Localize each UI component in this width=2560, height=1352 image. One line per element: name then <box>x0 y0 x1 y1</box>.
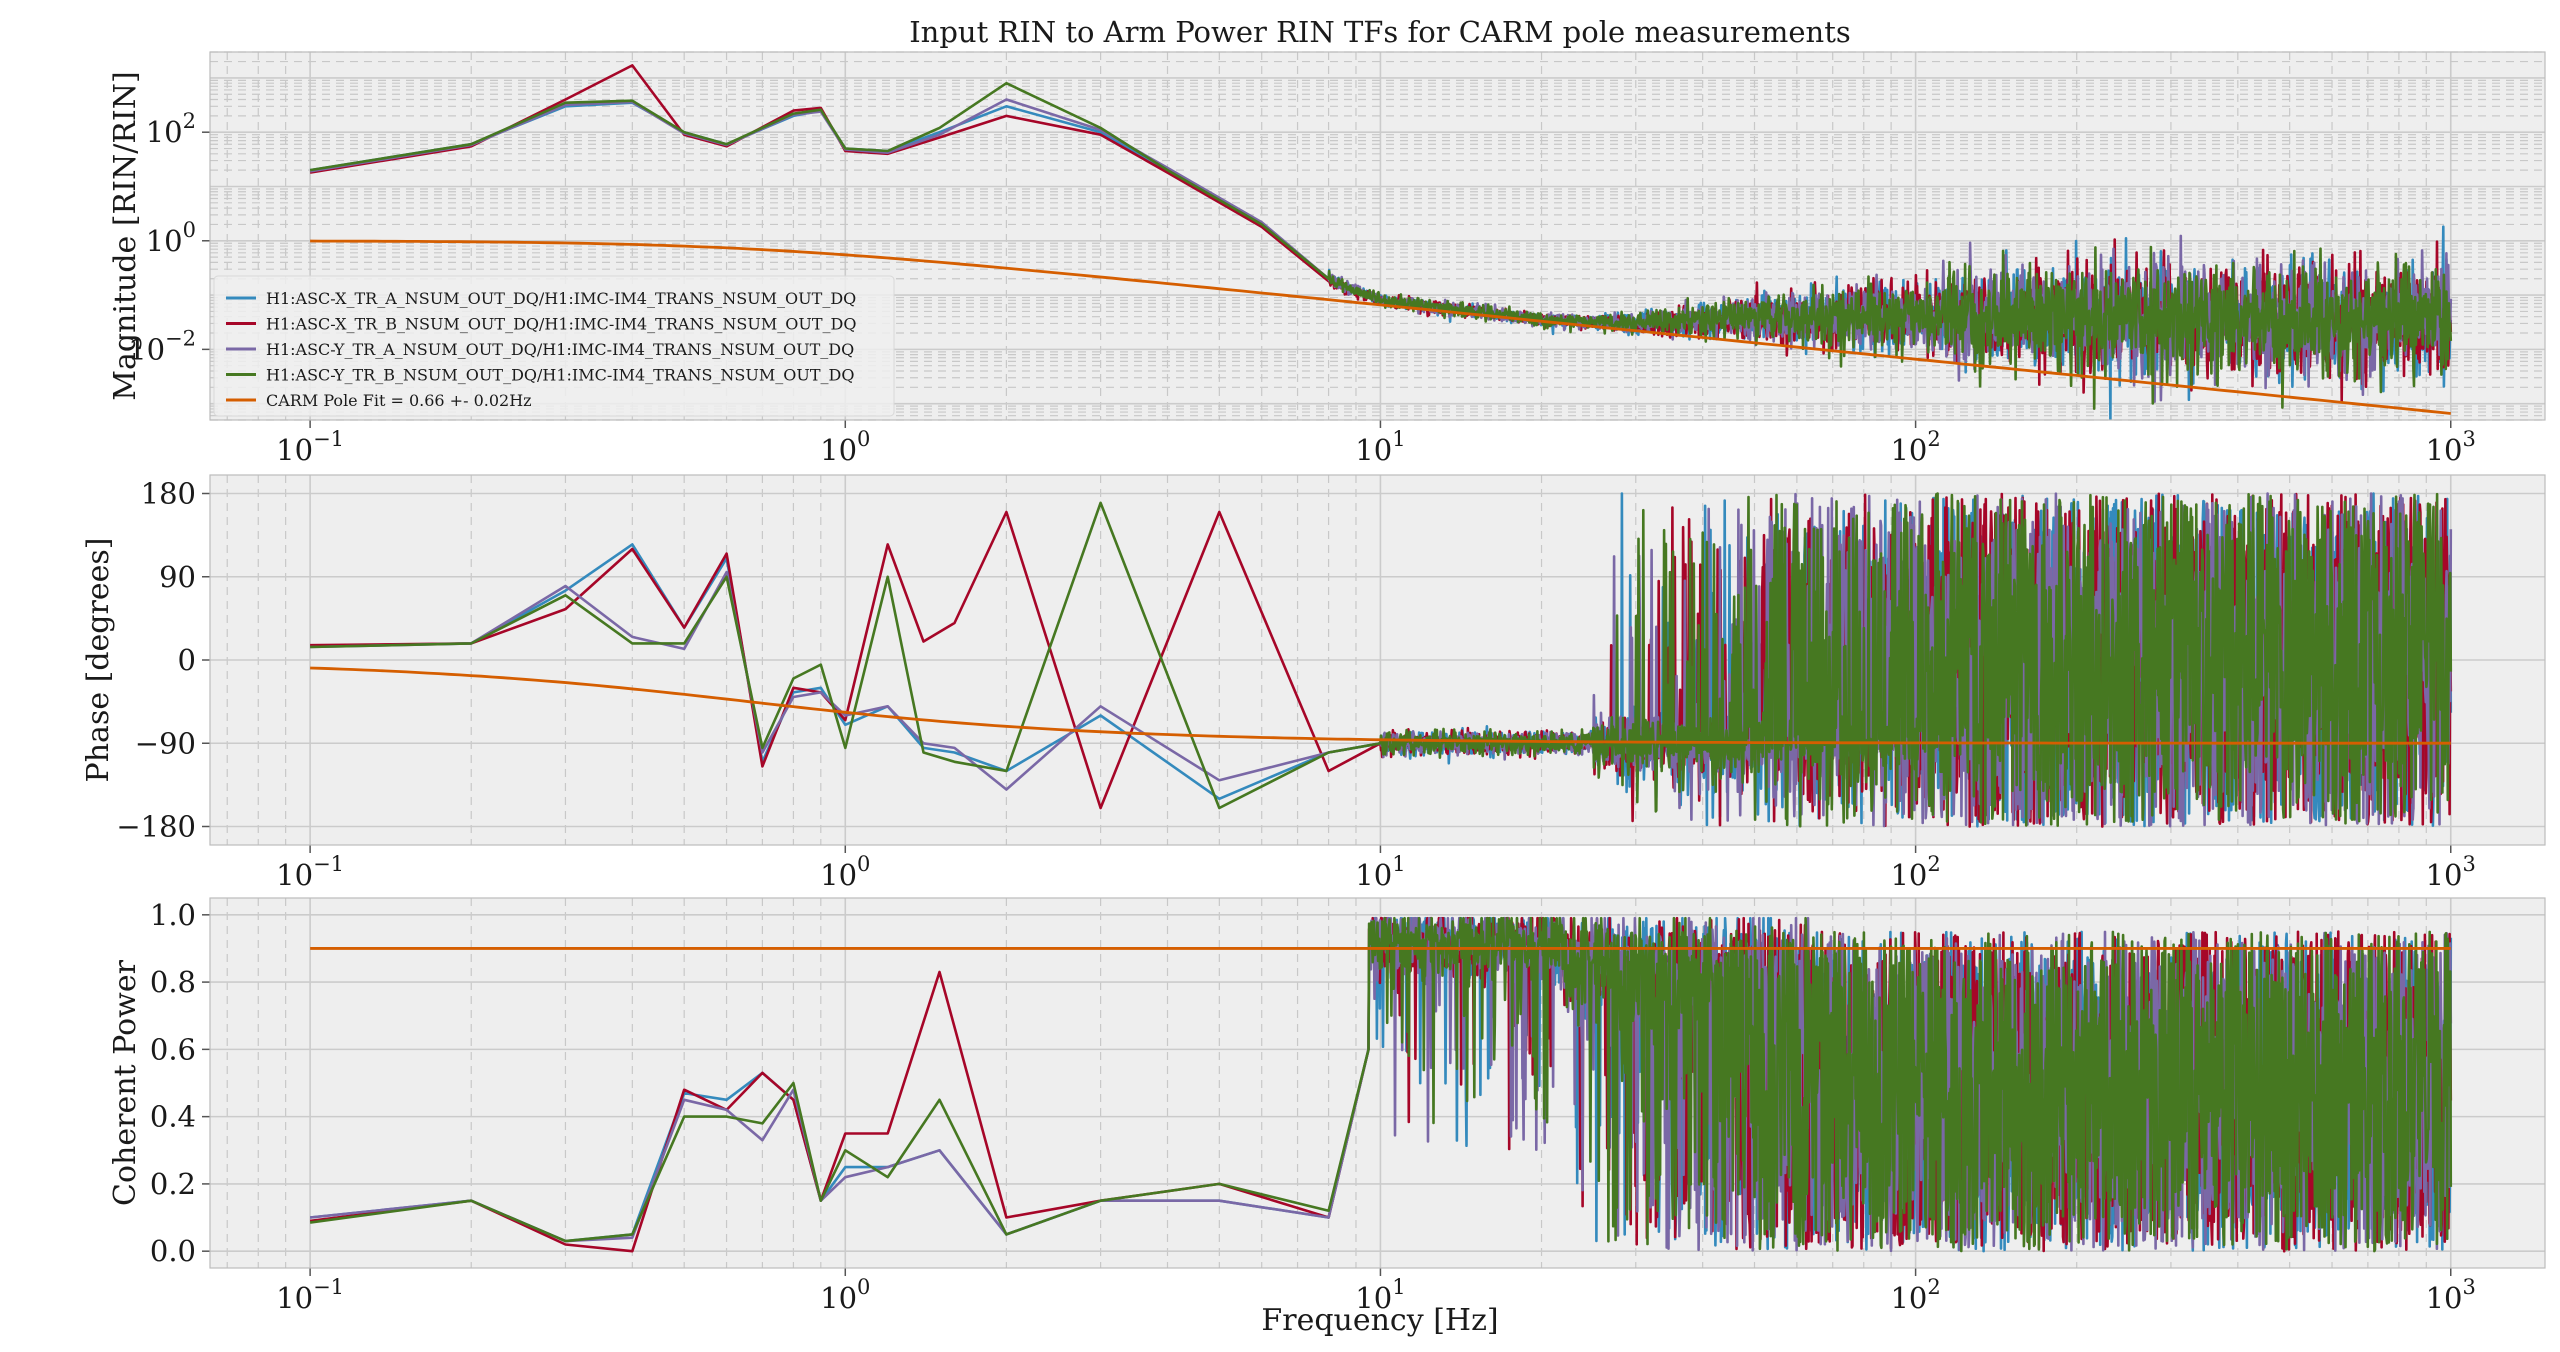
x-tick-label: 101 <box>1355 1275 1405 1315</box>
x-tick-label: 10−1 <box>276 1275 344 1315</box>
x-tick-label: 100 <box>820 427 870 467</box>
y-tick-label: 100 <box>146 218 196 258</box>
grid <box>210 51 2545 421</box>
y-tick-label: 0.8 <box>150 965 196 999</box>
series-line-h1-asc-y-tr-b-nsum-out-dq-h1-imc-im4-trans-nsum-out-dq <box>310 492 2453 828</box>
y-tick-label: 0.2 <box>150 1167 196 1201</box>
y-tick-label: 0 <box>178 643 196 677</box>
legend-entry: H1:ASC-Y_TR_A_NSUM_OUT_DQ/H1:IMC-IM4_TRA… <box>266 340 854 359</box>
legend-entry: H1:ASC-X_TR_B_NSUM_OUT_DQ/H1:IMC-IM4_TRA… <box>266 315 856 334</box>
x-tick-label: 101 <box>1355 852 1405 892</box>
x-tick-label: 103 <box>2426 1275 2476 1315</box>
x-tick-label: 10−1 <box>276 852 344 892</box>
fit-line <box>310 666 2451 745</box>
y-tick-label: 102 <box>146 109 196 149</box>
x-tick-label: 101 <box>1355 427 1405 467</box>
y-tick-label: 0.6 <box>150 1032 196 1066</box>
x-tick-label: 102 <box>1890 852 1940 892</box>
y-tick-label: 90 <box>159 560 196 594</box>
legend: H1:ASC-X_TR_A_NSUM_OUT_DQ/H1:IMC-IM4_TRA… <box>213 275 895 417</box>
x-axis-label: Frequency [Hz] <box>1261 1303 1498 1338</box>
y-tick-label: 10−2 <box>128 326 196 366</box>
y-tick-label: −90 <box>135 726 196 760</box>
figure-title: Input RIN to Arm Power RIN TFs for CARM … <box>909 15 1851 49</box>
legend-box <box>213 275 895 417</box>
y-tick-label: 0.0 <box>150 1234 196 1268</box>
y-axis-label: Magnitude [RIN/RIN] <box>108 71 143 401</box>
y-tick-label: 0.4 <box>150 1100 196 1134</box>
x-tick-label: 102 <box>1890 427 1940 467</box>
series-line-h1-asc-y-tr-b-nsum-out-dq-h1-imc-im4-trans-nsum-out-dq <box>309 81 2453 410</box>
panel-phase-degrees: 180 90 0 −90 −180 10−1 100 101 102 103 Phase [degr… <box>81 474 2546 892</box>
x-tick-label: 10−1 <box>276 427 344 467</box>
series-line-h1-asc-y-tr-b-nsum-out-dq-h1-imc-im4-trans-nsum-out-dq <box>309 916 2453 1253</box>
legend-entry: H1:ASC-X_TR_A_NSUM_OUT_DQ/H1:IMC-IM4_TRA… <box>266 289 856 308</box>
legend-entry: H1:ASC-Y_TR_B_NSUM_OUT_DQ/H1:IMC-IM4_TRA… <box>266 366 854 385</box>
fit-line <box>310 239 2451 415</box>
y-tick-label: 1.0 <box>150 898 196 932</box>
panel-coherent-power: 0.0 0.2 0.4 0.6 0.8 1.0 10−1 100 101 102 103 Cohere… <box>108 897 2546 1315</box>
legend-entry: CARM Pole Fit = 0.66 +- 0.02Hz <box>266 391 532 410</box>
x-tick-label: 100 <box>820 852 870 892</box>
y-tick-label: 180 <box>141 477 196 511</box>
y-axis-label: Phase [degrees] <box>81 538 116 783</box>
x-tick-label: 102 <box>1890 1275 1940 1315</box>
x-tick-label: 103 <box>2426 852 2476 892</box>
x-tick-label: 103 <box>2426 427 2476 467</box>
y-axis-label: Coherent Power <box>108 959 143 1206</box>
y-tick-label: −180 <box>116 810 196 844</box>
x-tick-label: 100 <box>820 1275 870 1315</box>
